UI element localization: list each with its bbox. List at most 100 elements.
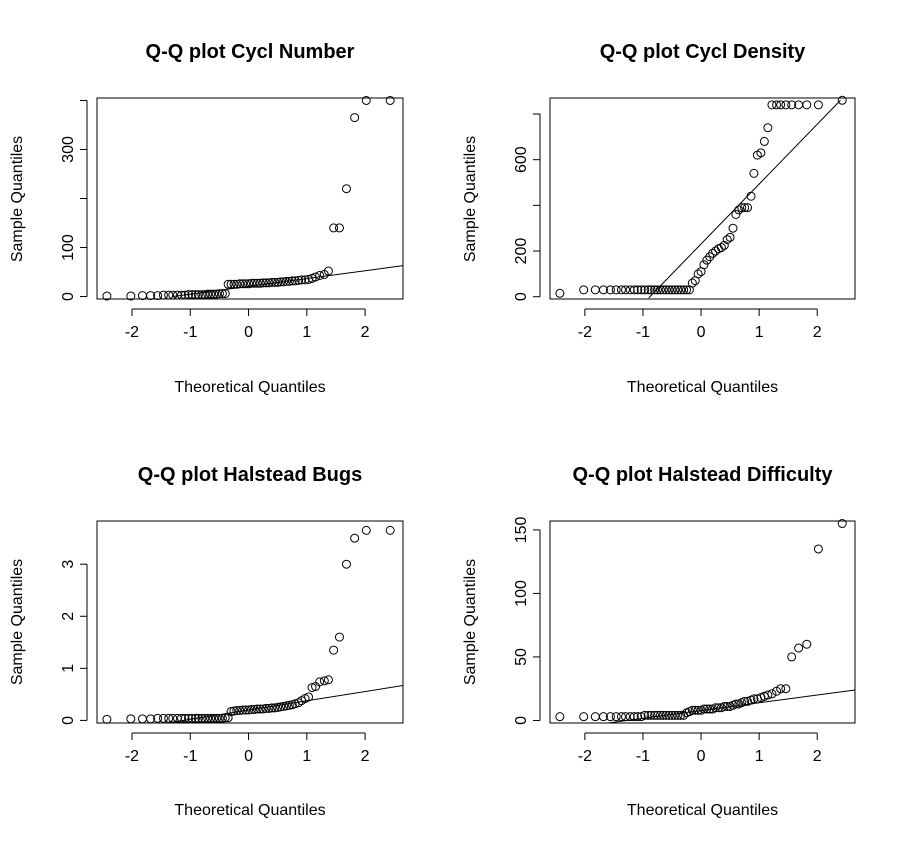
data-point — [616, 712, 626, 722]
data-point — [787, 100, 797, 110]
data-point — [270, 277, 280, 287]
data-point — [329, 645, 339, 655]
data-point — [640, 710, 650, 720]
data-point — [214, 713, 224, 723]
data-point — [731, 209, 741, 219]
data-point — [267, 703, 277, 713]
data-point — [759, 136, 769, 146]
data-point — [258, 278, 268, 288]
x-tick-label: 2 — [813, 748, 822, 765]
y-tick-label: 0 — [513, 716, 530, 725]
data-point — [238, 705, 248, 715]
data-point — [258, 704, 268, 714]
data-point — [702, 704, 712, 714]
data-point — [211, 713, 221, 723]
data-point — [187, 713, 197, 723]
data-point — [193, 713, 203, 723]
data-point — [621, 285, 631, 295]
y-tick-label: 300 — [60, 136, 77, 163]
data-point — [629, 285, 639, 295]
data-point — [315, 677, 325, 687]
data-point — [579, 712, 589, 722]
y-tick-label: 100 — [513, 580, 530, 607]
data-point — [137, 291, 147, 301]
data-point — [264, 278, 274, 288]
data-point — [203, 713, 213, 723]
x-tick-label: 2 — [813, 324, 822, 341]
data-point — [722, 235, 732, 245]
data-point — [749, 168, 759, 178]
data-point — [781, 684, 791, 694]
data-point — [168, 290, 178, 300]
data-point — [611, 712, 621, 722]
data-point — [126, 714, 136, 724]
data-point — [184, 290, 194, 300]
data-point — [719, 240, 729, 250]
data-point — [385, 95, 395, 105]
x-tick-label: 2 — [361, 324, 370, 341]
data-point — [276, 702, 286, 712]
y-tick-label: 0 — [60, 292, 77, 301]
data-point — [226, 279, 236, 289]
data-point — [658, 710, 668, 720]
data-point — [261, 278, 271, 288]
data-point — [673, 285, 683, 295]
data-point — [636, 285, 646, 295]
data-point — [749, 694, 759, 704]
qq-panel: Q-Q plot Cycl Number Theoretical Quantile… — [9, 41, 404, 396]
data-point — [633, 285, 643, 295]
data-point — [341, 559, 351, 569]
data-point — [217, 289, 227, 299]
data-point — [650, 710, 660, 720]
data-point — [633, 712, 643, 722]
data-point — [229, 279, 239, 289]
data-point — [281, 276, 291, 286]
data-point — [385, 525, 395, 535]
data-point — [713, 703, 723, 713]
y-tick-label: 1 — [60, 664, 77, 673]
x-tick-label: 0 — [244, 324, 253, 341]
x-tick-label: -2 — [125, 324, 139, 341]
data-point — [200, 290, 210, 300]
x-tick-label: -1 — [636, 748, 650, 765]
x-tick-label: 0 — [697, 324, 706, 341]
x-axis-label: Theoretical Quantiles — [174, 802, 325, 819]
data-point — [206, 713, 216, 723]
data-point — [341, 184, 351, 194]
data-point — [763, 123, 773, 133]
data-point — [705, 704, 715, 714]
y-tick-label: 100 — [60, 234, 77, 261]
y-axis-label: Sample Quantiles — [462, 559, 479, 685]
data-point — [740, 203, 750, 213]
y-tick-label: 200 — [513, 238, 530, 265]
data-point — [756, 148, 766, 158]
data-point — [676, 285, 686, 295]
data-point — [737, 203, 747, 213]
data-point — [598, 285, 608, 295]
data-point — [197, 713, 207, 723]
data-point — [153, 713, 163, 723]
data-point — [193, 290, 203, 300]
data-point — [746, 191, 756, 201]
data-point — [311, 272, 321, 282]
data-point — [670, 285, 680, 295]
x-tick-label: -1 — [183, 748, 197, 765]
data-point — [146, 291, 156, 301]
data-point — [690, 705, 700, 715]
data-point — [261, 703, 271, 713]
data-point — [217, 713, 227, 723]
x-tick-label: -2 — [578, 324, 592, 341]
data-point — [699, 260, 709, 270]
x-tick-label: -2 — [578, 748, 592, 765]
data-point — [180, 290, 190, 300]
data-point — [284, 276, 294, 286]
data-point — [611, 285, 621, 295]
data-point — [211, 289, 221, 299]
data-point — [740, 696, 750, 706]
data-point — [555, 712, 565, 722]
data-point — [180, 713, 190, 723]
data-point — [661, 710, 671, 720]
data-point — [616, 285, 626, 295]
data-point — [246, 704, 256, 714]
panel-title: Q-Q plot Halstead Difficulty — [572, 464, 833, 486]
